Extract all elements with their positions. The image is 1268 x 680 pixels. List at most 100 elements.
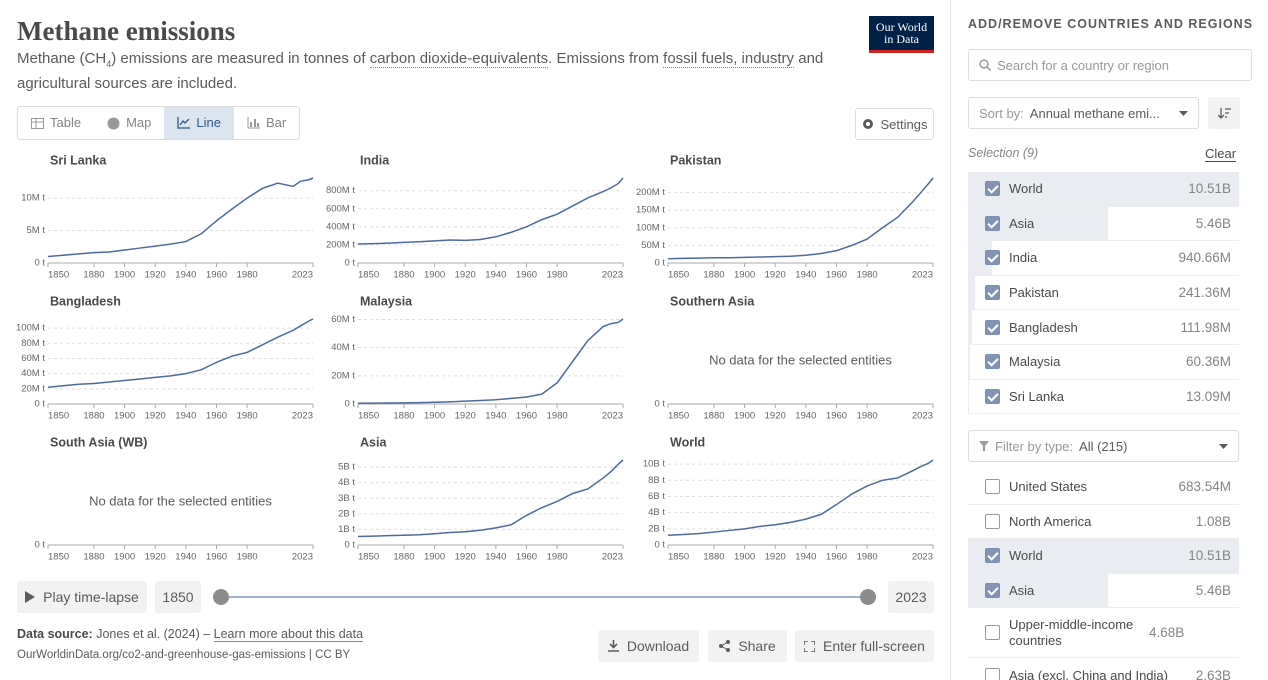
filter-label: Filter by type: <box>995 438 1074 454</box>
entity-name: World <box>1009 548 1043 564</box>
button-label: Enter full-screen <box>823 638 925 654</box>
checkbox[interactable] <box>985 548 1000 564</box>
entity-name: World <box>1009 181 1043 197</box>
x-tick-label: 1980 <box>857 552 878 563</box>
entity-row[interactable]: India 940.66M <box>968 241 1239 276</box>
entity-row[interactable]: United States 683.54M <box>968 470 1239 505</box>
icon <box>107 117 120 129</box>
icon <box>862 119 873 129</box>
y-tick-label: 200M t <box>326 239 355 250</box>
value-bar <box>968 310 972 344</box>
slider-handle[interactable] <box>860 589 876 605</box>
y-tick-label: 0 t <box>654 540 665 551</box>
learn-more-link[interactable]: Learn more about this data <box>213 627 364 642</box>
entity-row[interactable]: Asia (excl. China and India) 2.63B <box>968 658 1239 680</box>
entity-row[interactable]: Asia 5.46B <box>968 206 1239 242</box>
y-tick-label: 2B t <box>338 508 355 519</box>
sort-order-button[interactable] <box>1208 97 1240 129</box>
y-tick-label: 400M t <box>326 221 355 232</box>
tab-bar: Table Map Line Bar <box>17 106 301 140</box>
line-series <box>47 318 314 389</box>
no-data-message: No data for the selected entities <box>89 493 272 508</box>
timeline-start[interactable]: 1850 <box>155 581 201 613</box>
entity-name: Sri Lanka <box>1009 388 1064 404</box>
x-tick-label: 1880 <box>703 552 724 563</box>
play-button[interactable]: Play time-lapse <box>17 581 147 613</box>
line-series <box>357 318 624 405</box>
checkbox[interactable] <box>985 250 1000 266</box>
x-tick-label: 1980 <box>547 411 568 422</box>
entity-row[interactable]: Asia 5.46B <box>968 573 1239 609</box>
entity-value: 5.46B <box>1195 583 1231 599</box>
subtitle-text: . Emissions from <box>548 50 664 67</box>
tab[interactable]: Map <box>94 107 164 139</box>
icon <box>1179 110 1188 116</box>
share-button[interactable]: Share <box>708 630 787 662</box>
source-label: Data source: <box>17 627 93 641</box>
y-tick-label: 4B t <box>338 477 355 488</box>
checkbox[interactable] <box>985 354 1000 370</box>
checkbox[interactable] <box>985 479 1000 495</box>
checkbox[interactable] <box>985 215 1000 231</box>
checkbox[interactable] <box>985 625 1000 641</box>
checkbox[interactable] <box>985 181 1000 197</box>
y-tick-label: 0 t <box>344 399 355 410</box>
entity-row[interactable]: Sri Lanka 13.09M <box>968 379 1239 415</box>
x-tick-label: 1960 <box>206 270 227 281</box>
entity-row[interactable]: World 10.51B <box>968 539 1239 574</box>
x-tick-label: 1900 <box>734 552 755 563</box>
x-tick-label: 1960 <box>826 411 847 422</box>
url[interactable]: OurWorldinData.org/co2-and-greenhouse-ga… <box>17 649 351 661</box>
x-tick-label: 1940 <box>485 552 506 563</box>
panel-title: Pakistan <box>670 153 721 167</box>
download-button[interactable]: Download <box>598 630 699 662</box>
entity-row[interactable]: Bangladesh 111.98M <box>968 310 1239 345</box>
search-box[interactable]: Search for a country or region <box>968 49 1252 81</box>
y-tick-label: 5M t <box>27 225 46 236</box>
filter-dropdown[interactable]: Filter by type: All (215) <box>968 430 1239 462</box>
entity-row[interactable]: North America 1.08B <box>968 505 1239 540</box>
y-tick-label: 0 t <box>344 258 355 269</box>
tab[interactable]: Table <box>18 107 94 139</box>
timeline-slider[interactable] <box>205 582 885 612</box>
x-tick-label: 2023 <box>602 270 623 281</box>
x-tick-label: 2023 <box>292 552 313 563</box>
checkbox[interactable] <box>985 285 1000 301</box>
clear-button[interactable]: Clear <box>1205 146 1237 162</box>
x-tick-label: 1900 <box>424 552 445 563</box>
entity-row[interactable]: Upper-middle-income countries 4.68B <box>968 608 1239 659</box>
definition-link[interactable]: fossil fuels, industry <box>663 50 795 68</box>
timeline-end[interactable]: 2023 <box>888 581 934 613</box>
entity-row[interactable]: World 10.51B <box>968 172 1239 207</box>
entity-row[interactable]: Pakistan 241.36M <box>968 275 1239 311</box>
checkbox[interactable] <box>985 319 1000 335</box>
x-tick-label: 2023 <box>602 552 623 563</box>
x-tick-label: 1880 <box>703 411 724 422</box>
fullscreen-button[interactable]: Enter full-screen <box>795 630 934 662</box>
logo-line: Our World <box>875 20 928 34</box>
line-series <box>667 177 934 260</box>
tab[interactable]: Bar <box>234 107 299 139</box>
checkbox[interactable] <box>985 513 1000 529</box>
x-tick-label: 1940 <box>175 411 196 422</box>
checkbox[interactable] <box>985 583 1000 599</box>
x-tick-label: 1880 <box>393 411 414 422</box>
selection-count: Selection (9) <box>968 146 1039 160</box>
y-tick-label: 40M t <box>331 342 355 353</box>
logo[interactable]: Our World in Data <box>869 16 934 53</box>
settings-button[interactable]: Settings <box>855 108 934 140</box>
tab[interactable]: Line <box>164 107 234 139</box>
y-tick-label: 20M t <box>21 383 45 394</box>
x-tick-label: 1980 <box>547 270 568 281</box>
y-tick-label: 4B t <box>648 507 665 518</box>
sort-dropdown[interactable]: Sort by: Annual methane emi... <box>968 97 1199 129</box>
y-tick-label: 2B t <box>648 523 665 534</box>
x-tick-label: 1960 <box>516 552 537 563</box>
slider-handle[interactable] <box>213 589 229 605</box>
x-tick-label: 1980 <box>237 411 258 422</box>
definition-link[interactable]: carbon dioxide-equivalents <box>369 50 549 68</box>
icon <box>804 640 816 652</box>
entity-row[interactable]: Malaysia 60.36M <box>968 344 1239 380</box>
checkbox[interactable] <box>985 667 1000 680</box>
checkbox[interactable] <box>985 388 1000 404</box>
